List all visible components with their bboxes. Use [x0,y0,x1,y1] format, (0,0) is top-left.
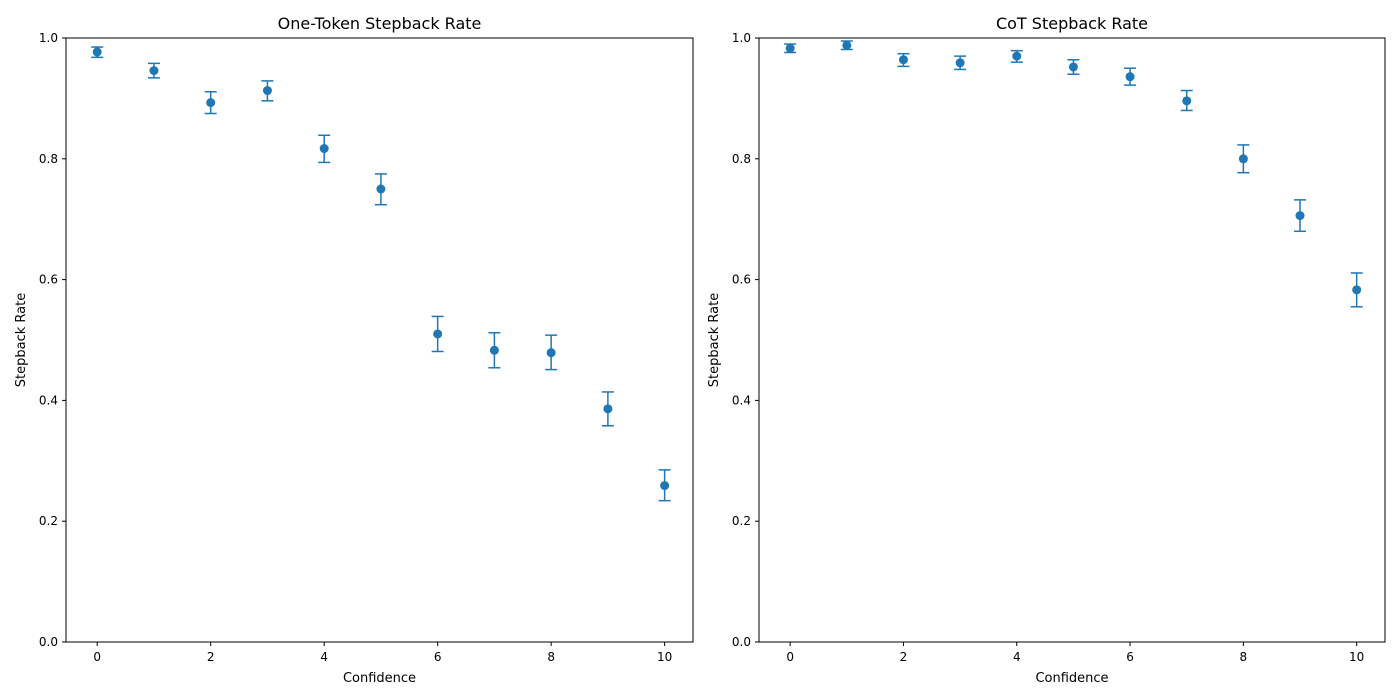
y-tick-label: 0.6 [39,273,58,287]
data-point [1352,285,1362,295]
x-tick-label: 4 [1013,650,1021,664]
x-tick-label: 8 [1240,650,1248,664]
x-tick-label: 6 [434,650,442,664]
x-tick-label: 8 [547,650,555,664]
y-tick-label: 0.0 [732,635,751,649]
x-tick-label: 4 [320,650,328,664]
x-tick-label: 6 [1126,650,1134,664]
x-tick-label: 10 [1349,650,1364,664]
x-tick-label: 2 [900,650,908,664]
y-tick-label: 0.4 [732,393,751,407]
plot-area-frame [758,37,1386,643]
data-point [433,329,443,339]
y-axis-label: Stepback Rate [14,293,29,387]
data-point [319,144,329,154]
data-point [489,345,499,355]
data-point [1295,211,1305,221]
y-tick-label: 1.0 [732,31,751,45]
chart-title: One-Token Stepback Rate [278,14,482,33]
data-point [1182,96,1192,106]
y-tick-label: 0.8 [732,152,751,166]
data-point [898,55,908,65]
data-point [1238,154,1248,164]
data-point [603,404,613,414]
data-point [1125,72,1135,82]
x-tick-label: 0 [93,650,101,664]
y-tick-label: 0.8 [39,152,58,166]
x-tick-label: 10 [657,650,672,664]
y-tick-label: 0.6 [732,273,751,287]
one-token-stepback-rate-panel: One-Token Stepback Rate 0 2 4 6 8 10 0.0 0.2 0.4 0… [14,14,694,686]
x-axis-label: Confidence [343,671,416,686]
data-point [206,98,216,108]
y-tick-label: 0.0 [39,635,58,649]
data-point [842,40,852,50]
data-point [785,43,795,53]
data-point [262,86,272,96]
data-point [955,58,965,68]
y-axis-label: Stepback Rate [707,293,722,387]
y-tick-label: 0.4 [39,393,58,407]
data-point [1068,62,1078,72]
data-point [149,66,159,76]
y-tick-label: 1.0 [39,31,58,45]
plot-area-frame [65,37,694,643]
data-point [546,348,556,358]
data-point [660,481,670,491]
cot-stepback-rate-panel: CoT Stepback Rate 0 2 4 6 8 10 0.0 0.2 0.4 0.6 0.8 1… [707,14,1386,686]
data-point [92,47,102,57]
y-tick-label: 0.2 [732,514,751,528]
x-tick-label: 2 [207,650,215,664]
data-point [376,184,386,194]
chart-title: CoT Stepback Rate [996,14,1148,33]
data-point [1012,51,1022,61]
x-axis-label: Confidence [1035,671,1108,686]
y-tick-label: 0.2 [39,514,58,528]
x-tick-label: 0 [786,650,794,664]
